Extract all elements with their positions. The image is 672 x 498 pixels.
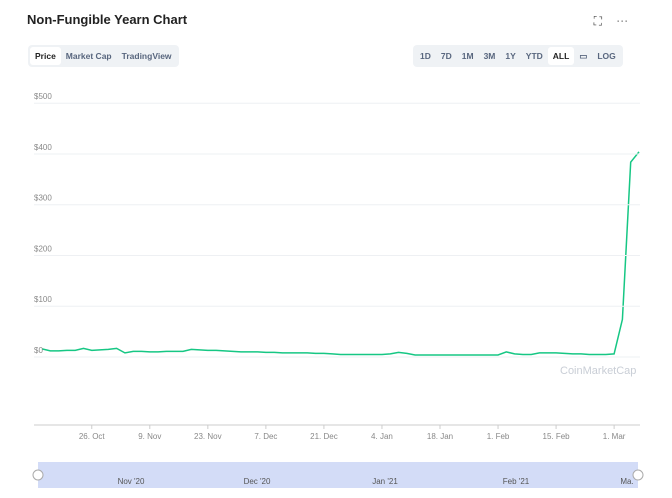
log-button[interactable]: LOG [597,51,616,61]
x-tick-label: 21. Dec [310,432,338,441]
tab[interactable]: Market Cap [65,51,112,61]
y-tick-label: $0 [34,346,43,355]
tab-group: Price Market Cap TradingView [28,45,179,67]
navigator-label: Nov '20 [118,477,145,486]
navigator[interactable] [38,462,638,488]
range-group: 1D 7D 1M 3M 1Y YTD ALL ▭ LOG [413,45,623,67]
y-tick-label: $500 [34,92,52,101]
y-tick-label: $400 [34,143,52,152]
x-tick-label: 15. Feb [543,432,571,441]
navigator-handle[interactable] [632,469,644,481]
watermark: CoinMarketCap [560,365,636,377]
range-button[interactable]: 1M [461,51,474,61]
x-tick-label: 1. Feb [487,432,510,441]
range-button[interactable]: 7D [440,51,452,61]
x-tick-label: 1. Mar [603,432,626,441]
navigator-handle[interactable] [32,469,44,481]
range-button[interactable]: YTD [525,51,543,61]
price-line [41,151,640,356]
tab[interactable]: TradingView [121,51,172,61]
chart-title: Non-Fungible Yearn Chart [27,12,188,27]
x-tick-label: 4. Jan [371,432,393,441]
y-tick-label: $300 [34,194,52,203]
x-tick-label: 9. Nov [138,432,161,441]
range-button[interactable]: 1Y [505,51,516,61]
toolbar-icons[interactable]: ⛶⋯ [593,14,642,28]
x-tick-label: 7. Dec [254,432,277,441]
x-tick-label: 23. Nov [194,432,222,441]
tab[interactable]: Price [30,47,61,65]
navigator-label: Jan '21 [372,477,398,486]
navigator-label: Feb '21 [503,477,530,486]
calendar-button[interactable]: ▭ [579,50,588,61]
x-tick-label: 26. Oct [79,432,106,441]
range-button[interactable]: ALL [547,47,575,65]
range-button[interactable]: 3M [483,51,496,61]
navigator-label: Ma. [620,477,633,486]
x-tick-label: 18. Jan [427,432,453,441]
navigator-label: Dec '20 [244,477,271,486]
range-button[interactable]: 1D [420,51,431,61]
y-tick-label: $100 [34,295,52,304]
y-tick-label: $200 [34,244,52,253]
